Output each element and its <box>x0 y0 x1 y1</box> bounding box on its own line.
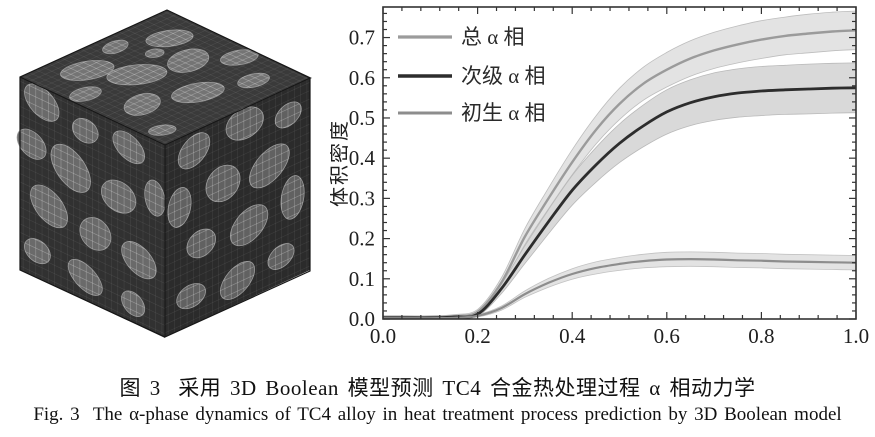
plot-area <box>383 10 856 319</box>
alpha-particle <box>122 287 145 321</box>
legend: 总 α 相次级 α 相初生 α 相 <box>398 25 546 125</box>
alpha-particle <box>112 124 146 170</box>
series-line-2 <box>383 257 856 319</box>
alpha-particle <box>281 171 304 224</box>
y-tick-label: 0.1 <box>349 267 375 291</box>
axis-ticks <box>382 7 857 320</box>
alpha-particle <box>27 176 70 236</box>
alpha-particle <box>120 234 158 287</box>
alpha-particle <box>228 196 270 254</box>
y-tick-label: 0.0 <box>349 307 375 331</box>
legend-label-1: 次级 α 相 <box>461 64 546 88</box>
microstructure-cube-image <box>0 0 335 352</box>
alpha-particle <box>53 56 122 84</box>
alpha-particle <box>176 280 207 312</box>
alpha-particle <box>76 217 114 250</box>
y-tick-label: 0.3 <box>349 186 375 210</box>
y-tick-label: 0.6 <box>349 66 375 90</box>
series-line-1 <box>383 86 856 319</box>
alpha-particle <box>202 165 243 203</box>
x-tick-label: 0.6 <box>654 324 680 348</box>
legend-label-0: 总 α 相 <box>461 25 525 49</box>
y-tick-label: 0.5 <box>349 106 375 130</box>
alpha-particle <box>145 123 180 138</box>
caption-chinese: 图 3 采用 3D Boolean 模型预测 TC4 合金热处理过程 α 相动力… <box>119 376 756 400</box>
y-tick-label: 0.7 <box>349 26 375 50</box>
cube-face-left <box>17 72 165 338</box>
cube-face-top <box>20 9 314 145</box>
x-tick-label: 0.8 <box>748 324 774 348</box>
x-tick-label: 0.0 <box>370 324 396 348</box>
y-tick-label: 0.2 <box>349 227 375 251</box>
mesh-grid <box>20 77 165 338</box>
plot-frame <box>382 6 857 320</box>
alpha-particle <box>246 135 292 197</box>
alpha-phase-kinetics-chart: 0.0 0.2 0.4 0.6 0.8 1.0 0.0 0.1 0.2 0.3 0.4 0.5 0.6 0… <box>330 6 869 348</box>
alpha-particle <box>275 97 301 132</box>
alpha-particle <box>97 38 133 56</box>
alpha-particle <box>64 84 108 104</box>
alpha-particle <box>232 70 276 90</box>
alpha-particle <box>117 91 167 118</box>
uncertainty-band-2 <box>383 251 856 319</box>
x-tick-label: 0.4 <box>559 324 586 348</box>
alpha-particle <box>164 78 233 107</box>
alpha-particle <box>268 239 294 274</box>
alpha-particle <box>47 134 95 202</box>
mesh-grid <box>165 78 310 337</box>
alpha-particle <box>23 235 51 266</box>
cube-face-right <box>165 74 310 337</box>
alpha-particle <box>218 253 257 307</box>
alpha-particle <box>99 177 138 216</box>
alpha-particle <box>101 61 173 89</box>
alpha-particle <box>159 46 217 76</box>
alpha-particle <box>66 252 105 303</box>
x-tick-label: 0.2 <box>464 324 490 348</box>
alpha-particle <box>168 183 191 232</box>
alpha-particle <box>176 125 212 176</box>
alpha-particle <box>17 124 46 165</box>
y-axis-label: 体积密度 <box>330 119 351 207</box>
x-tick-label: 1.0 <box>843 324 869 348</box>
caption-english: Fig. 3 The α-phase dynamics of TC4 alloy… <box>33 404 842 425</box>
alpha-particle <box>142 47 168 59</box>
mesh-grid <box>20 10 312 145</box>
alpha-particle <box>140 27 199 50</box>
legend-label-2: 初生 α 相 <box>461 101 546 125</box>
alpha-particle <box>185 227 218 260</box>
alpha-particle <box>70 117 100 145</box>
y-tick-label: 0.4 <box>349 146 376 170</box>
uncertainty-band-0 <box>383 10 856 319</box>
